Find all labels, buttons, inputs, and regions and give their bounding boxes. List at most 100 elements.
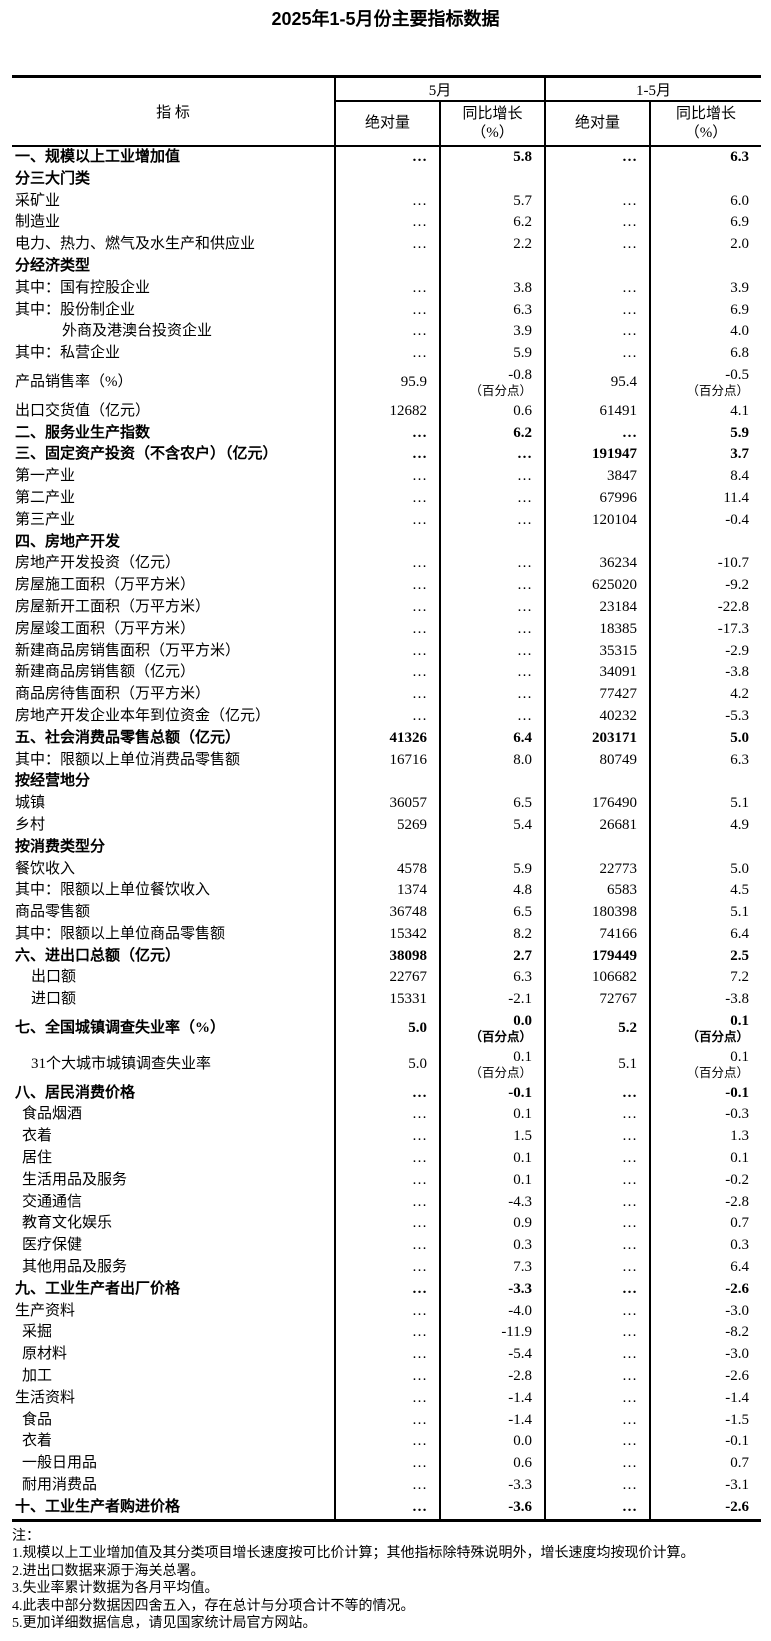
value-cell: -3.6 [438, 1496, 546, 1521]
header-growth-jan-may: 同比增长 （%） [649, 101, 762, 147]
value-cell [649, 168, 762, 191]
value-cell: 0.0 （百分点） [438, 1011, 546, 1047]
table-row: 房地产开发企业本年到位资金（亿元）…… 40232 -5.3 [12, 705, 762, 728]
value-cell [649, 531, 762, 554]
value-cell: … [544, 1366, 651, 1388]
value-cell: … [544, 1213, 651, 1236]
note-item: 5.更加详细数据信息，请见国家统计局官方网站。 [12, 1616, 317, 1632]
value-cell: … [334, 422, 440, 445]
value-cell: … [544, 1278, 651, 1301]
value-cell: 5.7 [438, 190, 546, 213]
value-cell: … [544, 321, 651, 344]
table-row: 31个大城市城镇调查失业率 5.0 0.1 （百分点） 5.1 0.1 （百分点） [12, 1046, 762, 1083]
value-cell: -2.6 [649, 1496, 762, 1521]
value-cell: … [438, 487, 546, 510]
value-cell: … [544, 1453, 651, 1476]
value-cell: -1.4 [649, 1387, 762, 1410]
table-row: 外商及港澳台投资企业… 3.9… 4.0 [12, 321, 762, 344]
value-cell: -5.4 [438, 1344, 546, 1367]
value-cell: … [438, 444, 546, 467]
value-cell: 6.3 [649, 749, 762, 772]
table-row: 新建商品房销售额（亿元）…… 34091 -3.8 [12, 662, 762, 685]
value-cell: … [334, 1496, 440, 1521]
table-row: 按消费类型分 [12, 836, 762, 859]
value-cell: -2.6 [649, 1278, 762, 1301]
indicator-label: 生产资料 [15, 1302, 76, 1319]
table-row: 二、服务业生产指数… 6.2… 5.9 [12, 422, 762, 445]
notes-section: 注： 1.规模以上工业增加值及其分类项目增长速度按可比价计算；其他指标除特殊说明… [12, 1528, 771, 1633]
value-cell [334, 255, 440, 278]
value-cell: 16716 [334, 749, 440, 772]
value-cell: … [334, 234, 440, 256]
indicator-label: 商品房待售面积（万平方米） [15, 686, 211, 703]
indicator-label: 产品销售率（%） [15, 373, 133, 390]
value-cell: 95.9 [334, 364, 440, 401]
indicator-label: 第一产业 [15, 468, 76, 485]
value-cell: … [334, 640, 440, 663]
value-cell [544, 531, 651, 554]
value-cell: 5.1 [649, 793, 762, 815]
value-cell: … [544, 299, 651, 322]
indicator-label: 制造业 [15, 214, 61, 231]
value-cell: … [438, 618, 546, 641]
value-cell: … [334, 596, 440, 619]
value-cell: 3.9 [438, 321, 546, 344]
table-row: 食品… -1.4… -1.5 [12, 1409, 762, 1432]
value-cell: 179449 [544, 945, 651, 968]
indicator-label: 七、全国城镇调查失业率（%） [15, 1020, 226, 1037]
value-cell: 4.5 [649, 880, 762, 903]
table-row: 电力、热力、燃气及水生产和供应业… 2.2… 2.0 [12, 234, 762, 256]
value-cell: 0.0 [438, 1431, 546, 1454]
value-cell: … [544, 1431, 651, 1454]
indicator-label: 加工 [22, 1368, 53, 1385]
value-cell: … [334, 1409, 440, 1432]
indicator-label: 出口交货值（亿元） [15, 402, 151, 419]
value-cell: -10.7 [649, 553, 762, 576]
value-cell [334, 531, 440, 554]
value-cell: 5.9 [649, 422, 762, 445]
table-row: 新建商品房销售面积（万平方米）…… 35315 -2.9 [12, 640, 762, 663]
indicator-label: 教育文化娱乐 [22, 1215, 113, 1232]
value-cell: 0.3 [438, 1235, 546, 1258]
value-cell: 2.2 [438, 234, 546, 256]
indicator-label: 房屋竣工面积（万平方米） [15, 620, 196, 637]
value-cell: … [334, 1082, 440, 1105]
table-row: 其中：股份制企业… 6.3… 6.9 [12, 299, 762, 322]
value-cell: 61491 [544, 400, 651, 423]
value-cell: … [334, 1475, 440, 1497]
value-cell: … [544, 1169, 651, 1192]
table-row: 制造业… 6.2… 6.9 [12, 212, 762, 235]
indicator-label: 餐饮收入 [15, 860, 76, 877]
value-cell: -3.1 [649, 1475, 762, 1497]
value-cell: 0.9 [438, 1213, 546, 1236]
indicator-label: 采掘 [22, 1324, 53, 1341]
indicator-label: 进口额 [31, 991, 77, 1008]
table-row: 八、居民消费价格… -0.1… -0.1 [12, 1082, 762, 1105]
value-cell: -8.2 [649, 1322, 762, 1345]
notes-list: 1.规模以上工业增加值及其分类项目增长速度按可比价计算；其他指标除特殊说明外，增… [12, 1545, 771, 1633]
value-cell: … [334, 146, 440, 169]
value-cell: … [438, 662, 546, 685]
value-cell: … [544, 1496, 651, 1521]
value-cell: -11.9 [438, 1322, 546, 1345]
indicator-label: 新建商品房销售额（亿元） [15, 664, 196, 681]
value-cell: 5.4 [438, 814, 546, 837]
value-cell: -0.8 （百分点） [438, 364, 546, 401]
indicator-label: 食品 [22, 1411, 53, 1428]
value-cell: -0.4 [649, 509, 762, 532]
table-row: 衣着… 1.5… 1.3 [12, 1126, 762, 1149]
indicator-label: 一、规模以上工业增加值 [15, 149, 181, 165]
value-cell: … [544, 1235, 651, 1258]
value-cell: … [334, 1278, 440, 1301]
value-cell: … [544, 343, 651, 365]
table-row: 产品销售率（%） 95.9 -0.8 （百分点） 95.4 -0.5 （百分点） [12, 364, 762, 401]
header-absolute-may: 绝对量 [334, 101, 440, 147]
indicator-label: 二、服务业生产指数 [15, 424, 151, 441]
value-cell: 34091 [544, 662, 651, 685]
table-row: 房屋施工面积（万平方米）…… 625020 -9.2 [12, 575, 762, 597]
table-row: 原材料… -5.4… -3.0 [12, 1344, 762, 1367]
value-cell: … [334, 277, 440, 300]
value-cell: -2.9 [649, 640, 762, 663]
value-cell: 41326 [334, 727, 440, 750]
value-cell: … [334, 321, 440, 344]
